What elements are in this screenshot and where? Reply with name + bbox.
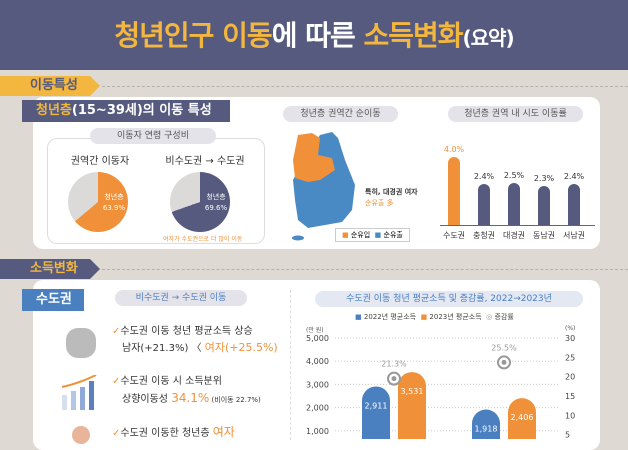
income-item: ✓수도권 이동 시 소득분위 상향이동성 34.1% (비이동 22.7%) bbox=[112, 376, 261, 405]
rate-category-label: 동남권 bbox=[532, 231, 556, 240]
x-axis bbox=[440, 225, 595, 226]
rate-marker-label: 25.5% bbox=[491, 343, 517, 352]
income-bar bbox=[508, 398, 536, 439]
pie-chart-to-capital bbox=[170, 172, 230, 232]
rate-category-label: 서남권 bbox=[562, 231, 586, 240]
pie-label: 청년층 63.9% bbox=[102, 193, 126, 212]
rate-bar bbox=[448, 157, 460, 225]
income-chart: 1,000 2,000 3,000 4,000 5,000 5 10 15 20 25 30 2,91… bbox=[306, 334, 575, 439]
divider bbox=[102, 269, 628, 270]
divider bbox=[102, 86, 628, 87]
income-item: ✓수도권 이동 청년 평균소득 상승 남자(+21.3%) 〈 여자(+25.5%… bbox=[112, 326, 278, 354]
rate-bar bbox=[538, 185, 550, 225]
note: 여자가 수도권으로 더 많이 이동 bbox=[163, 236, 243, 243]
y2-tick-label: 10 bbox=[565, 411, 575, 420]
capital-tab: 수도권 bbox=[22, 289, 84, 311]
y2-tick-label: 25 bbox=[565, 353, 575, 362]
rate-value-label: 2.5% bbox=[503, 170, 525, 180]
section-label-income: 소득변화 bbox=[0, 259, 100, 279]
y-tick-label: 2,000 bbox=[306, 404, 329, 413]
rate-value-label: 2.4% bbox=[563, 172, 585, 182]
income-bar-label: 2,406 bbox=[511, 413, 534, 422]
rate-marker-dot bbox=[501, 359, 507, 365]
income-chart-title: 수도권 이동 청년 평균소득 및 증감률, 2022→2023년 bbox=[315, 291, 583, 307]
map-title: 청년층 권역간 순이동 bbox=[283, 106, 398, 122]
rate-category-label: 충청권 bbox=[472, 231, 496, 240]
pie-title: 비수도권 → 수도권 bbox=[165, 156, 245, 167]
y-tick-label: 1,000 bbox=[306, 427, 329, 436]
capital-pill: 비수도권 → 수도권 이동 bbox=[115, 290, 247, 306]
rate-title: 청년층 권역 내 시도 이동률 bbox=[448, 106, 583, 122]
capital-map-icon bbox=[66, 328, 96, 358]
y-axis-unit: (만 원) bbox=[306, 327, 324, 334]
y2-tick-label: 20 bbox=[565, 373, 575, 382]
growth-chart-icon bbox=[61, 375, 97, 410]
y2-tick-label: 15 bbox=[565, 392, 575, 401]
pie-title: 권역간 이동자 bbox=[70, 156, 130, 167]
income-bar-label: 1,918 bbox=[475, 425, 498, 434]
map-legend: ■ 순유입 ■ 순유출 bbox=[335, 228, 410, 242]
y-tick-label: 4,000 bbox=[306, 357, 329, 366]
income-bar-label: 3,531 bbox=[401, 387, 424, 396]
rate-category-label: 수도권 bbox=[442, 231, 466, 240]
y-tick-label: 3,000 bbox=[306, 380, 329, 389]
rate-marker-label: 21.3% bbox=[381, 360, 407, 369]
page-title: 청년인구 이동에 따른 소득변화(요약) bbox=[0, 0, 628, 70]
rate-category-label: 대경권 bbox=[502, 231, 526, 240]
rate-value-label: 2.3% bbox=[533, 173, 555, 183]
section-label-movement: 이동특성 bbox=[0, 76, 100, 96]
rate-value-label: 4.0% bbox=[443, 145, 465, 154]
jeju-island bbox=[292, 235, 304, 241]
korea-map bbox=[292, 132, 355, 241]
income-legend: ■ 2022년 평균소득 ■ 2023년 평균소득 ◎ 증감률 bbox=[355, 313, 514, 321]
map-inflow-region bbox=[293, 133, 335, 182]
rate-bar-chart: 4.0% 수도권 2.4% 충청권 2.5% 대경권 2.3% 동남권 2.4% 서남권 bbox=[440, 140, 595, 240]
income-bar bbox=[398, 372, 426, 439]
y2-tick-label: 5 bbox=[565, 431, 570, 439]
rate-bar bbox=[478, 184, 490, 225]
rate-value-label: 2.4% bbox=[473, 172, 495, 182]
pie-label: 청년층 69.6% bbox=[204, 193, 228, 212]
y2-axis-unit: (%) bbox=[565, 325, 576, 332]
rate-marker-dot bbox=[391, 376, 397, 382]
income-bar-label: 2,911 bbox=[365, 401, 388, 410]
rate-bar bbox=[568, 184, 580, 225]
income-bar bbox=[362, 386, 390, 439]
age-box-title: 이동자 연령 구성비 bbox=[90, 128, 216, 144]
movement-tab: 청년층(15~39세)의 이동 특성 bbox=[22, 100, 230, 122]
divider bbox=[290, 290, 291, 440]
income-bar bbox=[472, 409, 500, 439]
rate-bar bbox=[508, 182, 520, 225]
y2-tick-label: 30 bbox=[565, 334, 575, 343]
y-tick-label: 5,000 bbox=[306, 334, 329, 343]
income-item: ✓수도권 이동한 청년층 여자 bbox=[112, 425, 235, 439]
map-note: 특히, 대경권 여자 순유출 多 bbox=[365, 188, 418, 207]
pie-chart-interregional bbox=[68, 172, 128, 232]
